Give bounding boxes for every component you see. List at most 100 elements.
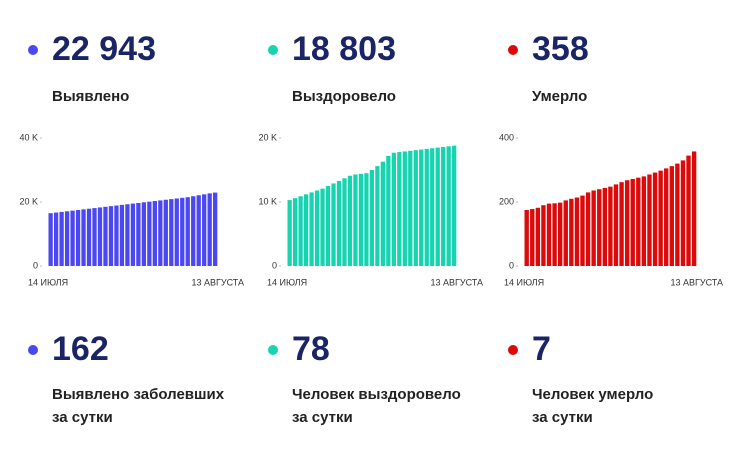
bar [452, 145, 457, 266]
stat-value: 22 943 [52, 30, 156, 68]
bar [546, 203, 552, 266]
bar [424, 148, 429, 266]
y-tick-label: 40 K [19, 132, 38, 142]
bar [130, 203, 136, 266]
y-tick-label: 0 [272, 260, 277, 270]
daily-label: за сутки [292, 409, 353, 426]
bar [624, 180, 630, 266]
bar [298, 196, 303, 266]
bar [580, 195, 585, 266]
daily-label: Выявлено заболевших [52, 386, 225, 403]
bar [408, 150, 413, 266]
bar [669, 166, 674, 266]
bar [552, 203, 557, 266]
bar [636, 177, 641, 266]
bar [619, 182, 624, 266]
bar [435, 147, 440, 266]
stat-value: 18 803 [292, 30, 396, 68]
bar [569, 198, 574, 266]
bar [430, 148, 435, 266]
bar [174, 198, 179, 266]
bar [419, 149, 424, 266]
bar [114, 205, 119, 266]
bar [163, 199, 168, 266]
bar [641, 176, 647, 266]
bar [364, 173, 369, 266]
bar [169, 199, 174, 266]
daily-label: Человек умерло [532, 386, 653, 403]
bar [196, 195, 201, 266]
bar [191, 196, 196, 266]
stat-label: Выздоровело [292, 88, 396, 105]
bar [413, 150, 418, 266]
bar [185, 197, 190, 266]
bar [136, 202, 141, 266]
bar [530, 209, 535, 266]
bar [680, 160, 686, 266]
bar [180, 197, 185, 266]
y-tick-label: 0 [509, 260, 514, 270]
bar [658, 170, 663, 266]
bar [292, 198, 298, 266]
bar [103, 206, 108, 266]
bar [320, 188, 325, 266]
daily-label: Человек выздоровело [292, 386, 461, 403]
bar [664, 168, 669, 266]
bar [48, 213, 53, 266]
y-tick-label: 20 K [19, 196, 38, 206]
bar [207, 193, 212, 266]
y-tick-label: 10 K [258, 196, 277, 206]
bar [574, 197, 580, 266]
x-tick-label: 14 ИЮЛЯ [504, 277, 544, 287]
bar [397, 152, 402, 266]
y-tick-label: 200 [499, 196, 514, 206]
x-tick-label: 13 АВГУСТА [670, 277, 723, 287]
bar [213, 192, 218, 266]
dot [268, 45, 278, 55]
bar [309, 192, 314, 266]
bar [64, 211, 70, 266]
bar [524, 210, 529, 266]
bar [81, 209, 86, 266]
bar [108, 206, 114, 266]
daily-value: 162 [52, 330, 109, 368]
dot [268, 345, 278, 355]
bar [158, 200, 163, 266]
daily-label: за сутки [52, 409, 113, 426]
bar [336, 180, 342, 266]
stat-label: Выявлено [52, 88, 129, 105]
bar [535, 207, 541, 266]
x-tick-label: 13 АВГУСТА [430, 277, 483, 287]
bar [59, 211, 64, 266]
bar [314, 190, 320, 266]
bar [303, 194, 309, 266]
bar [563, 200, 568, 266]
bar [331, 183, 336, 266]
bar [325, 186, 331, 266]
stat-value: 358 [532, 30, 589, 68]
dot [508, 45, 518, 55]
bar [70, 210, 75, 266]
bar [369, 170, 375, 266]
bar [147, 201, 152, 266]
bar [86, 208, 92, 266]
x-tick-label: 14 ИЮЛЯ [267, 277, 307, 287]
bar [691, 151, 697, 266]
y-tick-label: 0 [33, 260, 38, 270]
bar [53, 212, 59, 266]
daily-value: 7 [532, 330, 551, 368]
bar [75, 210, 81, 266]
bar [675, 163, 680, 266]
bar [380, 161, 386, 266]
bar [119, 204, 125, 266]
bar [686, 155, 691, 266]
bar [97, 207, 103, 266]
bar [602, 187, 608, 266]
bar [541, 205, 546, 266]
bar [92, 208, 97, 266]
bar [585, 192, 591, 266]
bar [202, 194, 207, 266]
bar [613, 184, 619, 266]
bar [441, 146, 446, 266]
